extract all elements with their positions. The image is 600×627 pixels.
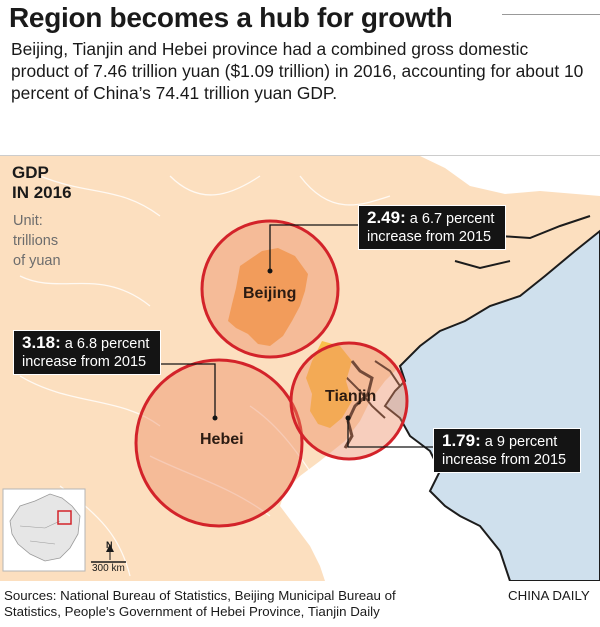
tianjin-value: 1.79: bbox=[442, 431, 481, 450]
hebei-leader bbox=[160, 363, 216, 418]
coastline bbox=[344, 215, 591, 419]
terrain-lines bbox=[19, 175, 391, 577]
north-label: N bbox=[106, 540, 113, 550]
tianjin-note-line1: a 9 percent bbox=[484, 434, 558, 450]
beijing-note-line1: a 6.7 percent bbox=[409, 211, 495, 227]
hebei-circle bbox=[134, 358, 304, 528]
hebei-callout: 3.18: a 6.8 percent increase from 2015 bbox=[13, 330, 161, 375]
tianjin-label: Tianjin bbox=[325, 388, 377, 405]
inset-highlight-box bbox=[57, 510, 72, 525]
unit-label: Unit: trillions of yuan bbox=[13, 211, 93, 271]
intro-text: Beijing, Tianjin and Hebei province had … bbox=[11, 39, 584, 104]
unit-line2: trillions bbox=[13, 233, 59, 249]
beijing-region bbox=[228, 248, 308, 346]
tianjin-leader-dot bbox=[345, 415, 351, 421]
tianjin-coast bbox=[343, 360, 374, 449]
beijing-label: Beijing bbox=[243, 285, 297, 302]
headline: Region becomes a hub for growth bbox=[9, 2, 453, 33]
tianjin-region bbox=[306, 341, 352, 428]
hebei-note-line1: a 6.8 percent bbox=[64, 336, 150, 352]
sea-area bbox=[383, 229, 600, 581]
sources-line1: Sources: National Bureau of Statistics, … bbox=[4, 588, 396, 603]
tianjin-circle bbox=[289, 341, 409, 461]
map-svg bbox=[0, 156, 600, 581]
scale-label: 300 km bbox=[92, 563, 125, 574]
gdp-title: GDP IN 2016 bbox=[12, 163, 72, 203]
unit-line3: of yuan bbox=[13, 253, 61, 269]
beijing-circle bbox=[200, 219, 340, 359]
hebei-label: Hebei bbox=[200, 431, 244, 448]
north-arrow bbox=[106, 544, 114, 560]
beijing-leader-dot bbox=[267, 268, 273, 274]
sources-line2: Statistics, People's Government of Hebei… bbox=[4, 604, 380, 619]
hebei-note-line2: increase from 2015 bbox=[22, 354, 147, 370]
gdp-title-line1: GDP bbox=[12, 163, 49, 182]
gdp-title-line2: IN 2016 bbox=[12, 183, 72, 202]
unit-line1: Unit: bbox=[13, 213, 43, 229]
beijing-callout: 2.49: a 6.7 percent increase from 2015 bbox=[358, 205, 506, 250]
beijing-note-line2: increase from 2015 bbox=[367, 229, 492, 245]
inset-map bbox=[2, 488, 86, 572]
beijing-value: 2.49: bbox=[367, 208, 406, 227]
title-rule bbox=[502, 14, 600, 15]
sources-note: Sources: National Bureau of Statistics, … bbox=[4, 588, 484, 620]
map-panel bbox=[0, 155, 600, 581]
tianjin-leader bbox=[347, 418, 435, 448]
credit-label: CHINA DAILY bbox=[508, 588, 590, 603]
hebei-value: 3.18: bbox=[22, 333, 61, 352]
beijing-leader bbox=[269, 224, 360, 271]
tianjin-callout: 1.79: a 9 percent increase from 2015 bbox=[433, 428, 581, 473]
hebei-leader-dot bbox=[212, 415, 218, 421]
tianjin-note-line2: increase from 2015 bbox=[442, 452, 567, 468]
